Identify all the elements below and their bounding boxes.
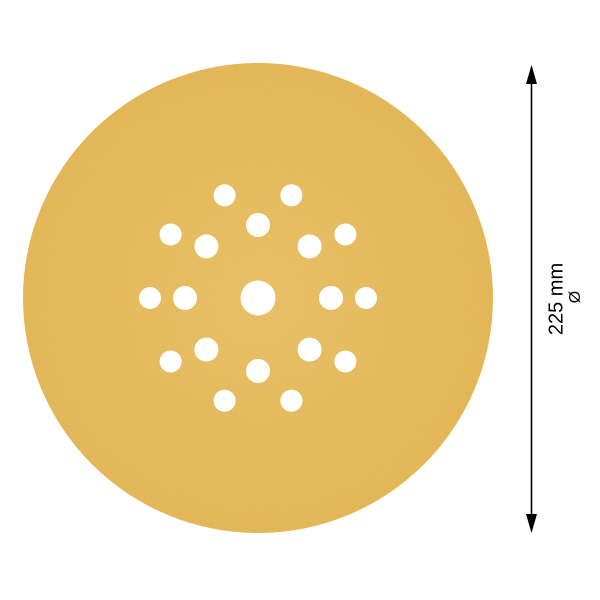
outer-ring-hole xyxy=(213,389,236,412)
dimension-annotation: 225 mm Ø xyxy=(526,65,584,533)
outer-ring-hole xyxy=(280,184,303,207)
inner-ring-hole xyxy=(297,234,322,259)
outer-ring-hole xyxy=(334,350,357,373)
outer-ring-hole xyxy=(213,184,236,207)
outer-ring-hole xyxy=(139,287,161,309)
disc-holes xyxy=(139,184,377,412)
center-hole xyxy=(240,280,276,316)
inner-ring-hole xyxy=(246,213,270,237)
dimension-label: 225 mm xyxy=(546,263,568,335)
outer-ring-hole xyxy=(355,287,377,309)
outer-ring-hole xyxy=(159,350,182,373)
outer-ring-hole xyxy=(159,223,182,246)
inner-ring-hole xyxy=(194,234,219,259)
inner-ring-hole xyxy=(297,337,322,362)
outer-ring-hole xyxy=(280,389,303,412)
arrow-up-icon xyxy=(526,65,537,84)
inner-ring-hole xyxy=(319,286,343,310)
inner-ring-hole xyxy=(246,359,270,383)
inner-ring-hole xyxy=(173,286,197,310)
inner-ring-hole xyxy=(194,337,219,362)
outer-ring-hole xyxy=(334,223,357,246)
arrow-down-icon xyxy=(526,514,537,533)
diameter-symbol: Ø xyxy=(567,291,584,303)
